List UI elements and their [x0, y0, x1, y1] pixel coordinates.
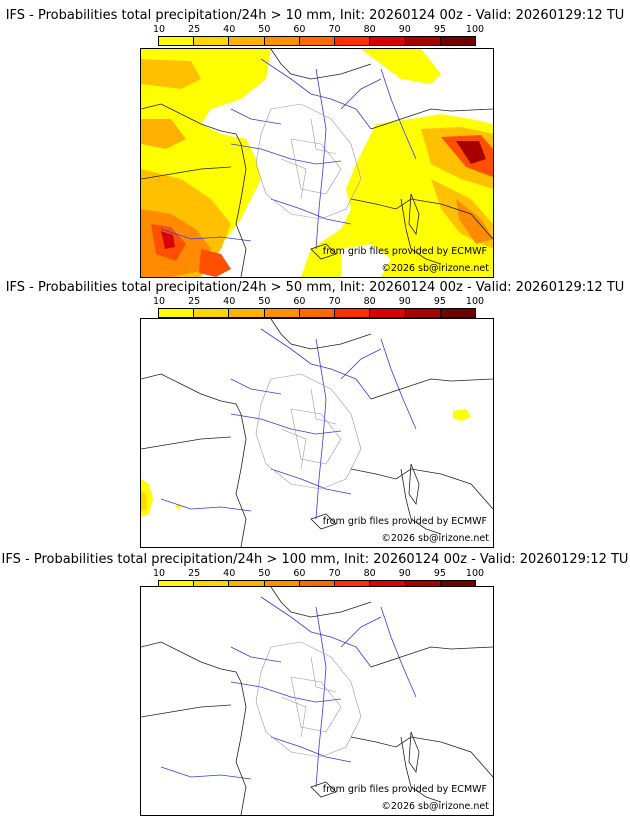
map-graphic	[141, 49, 493, 277]
admin-borders	[255, 103, 362, 220]
scale-tick-label: 10	[152, 296, 166, 307]
scale-tick-label: 25	[188, 24, 201, 35]
scale-tick-label: 70	[328, 296, 341, 307]
scale-tick-label: 100	[465, 296, 485, 307]
scale-color-segment	[405, 309, 441, 317]
scale-color-segment	[194, 37, 230, 45]
admin-borders	[255, 373, 362, 490]
scale-tick-label: 60	[293, 568, 306, 579]
scale-tick-label: 80	[363, 568, 376, 579]
panel-title: IFS - Probabilities total precipitation/…	[5, 8, 625, 23]
scale-tick-label: 90	[398, 24, 411, 35]
scale-tick-label: 80	[363, 296, 376, 307]
scale-tick-label: 50	[258, 296, 271, 307]
scale-color-segment	[299, 37, 336, 45]
scale-color-segment	[335, 309, 371, 317]
scale-color-segment	[440, 581, 475, 589]
copyright-credit: ©2026 sb@irizone.net	[381, 263, 489, 274]
copyright-credit: ©2026 sb@irizone.net	[381, 801, 489, 812]
map-panel-50mm: IFS - Probabilities total precipitation/…	[0, 272, 630, 548]
scale-tick-label: 60	[293, 296, 306, 307]
color-scale-bar	[158, 580, 476, 590]
scale-color-segment	[299, 309, 336, 317]
scale-tick-label: 40	[223, 24, 236, 35]
scale-tick-label: 50	[258, 24, 271, 35]
scale-tick-label: 80	[363, 24, 376, 35]
panel-title: IFS - Probabilities total precipitation/…	[5, 280, 625, 295]
scale-tick-label: 25	[188, 568, 201, 579]
scale-tick-label: 50	[258, 568, 271, 579]
scale-tick-label: 60	[293, 24, 306, 35]
probability-field	[141, 409, 471, 517]
scale-color-segment	[370, 309, 406, 317]
color-scale-labels: 10 25 40 50 60 70 80 90 95 100	[153, 568, 484, 579]
scale-color-segment	[335, 37, 371, 45]
scale-color-segment	[370, 37, 406, 45]
scale-tick-label: 10	[152, 568, 166, 579]
scale-color-segment	[159, 309, 195, 317]
map-panel-100mm: IFS - Probabilities total precipitation/…	[0, 544, 630, 820]
map-graphic	[141, 587, 493, 815]
scale-tick-label: 95	[433, 296, 446, 307]
scale-color-segment	[229, 581, 265, 589]
scale-color-segment	[440, 309, 475, 317]
coastlines	[141, 587, 493, 815]
map-graphic	[141, 319, 493, 547]
rivers	[160, 596, 417, 788]
data-source-credit: from grib files provided by ECMWF	[322, 516, 487, 527]
scale-tick-label: 70	[328, 24, 341, 35]
scale-color-segment	[264, 37, 300, 45]
panel-title: IFS - Probabilities total precipitation/…	[1, 552, 629, 567]
scale-color-segment	[229, 309, 265, 317]
rivers	[160, 58, 417, 250]
coastlines	[141, 49, 493, 277]
scale-color-segment	[299, 581, 336, 589]
scale-tick-label: 10	[152, 24, 166, 35]
scale-color-segment	[405, 37, 441, 45]
map-panel-10mm: IFS - Probabilities total precipitation/…	[0, 0, 630, 278]
rivers	[160, 328, 417, 520]
copyright-credit: ©2026 sb@irizone.net	[381, 533, 489, 544]
color-scale-labels: 10 25 40 50 60 70 80 90 95 100	[153, 296, 484, 307]
data-source-credit: from grib files provided by ECMWF	[322, 784, 487, 795]
color-scale-bar	[158, 308, 476, 318]
scale-color-segment	[194, 581, 230, 589]
scale-color-segment	[335, 581, 371, 589]
color-scale-labels: 10 25 40 50 60 70 80 90 95 100	[153, 24, 484, 35]
scale-color-segment	[370, 581, 406, 589]
precipitation-map[interactable]: from grib files provided by ECMWF ©2026 …	[140, 586, 494, 816]
coastlines	[141, 319, 493, 547]
precipitation-map[interactable]: from grib files provided by ECMWF ©2026 …	[140, 318, 494, 548]
scale-color-segment	[405, 581, 441, 589]
scale-color-segment	[229, 37, 265, 45]
scale-color-segment	[159, 581, 195, 589]
scale-color-segment	[159, 37, 195, 45]
scale-tick-label: 95	[433, 24, 446, 35]
probability-field	[141, 49, 493, 277]
scale-tick-label: 70	[328, 568, 341, 579]
scale-color-segment	[264, 309, 300, 317]
scale-tick-label: 90	[398, 296, 411, 307]
scale-color-segment	[194, 309, 230, 317]
scale-tick-label: 40	[223, 296, 236, 307]
color-scale-bar	[158, 36, 476, 46]
scale-tick-label: 100	[465, 568, 485, 579]
scale-tick-label: 25	[188, 296, 201, 307]
scale-tick-label: 95	[433, 568, 446, 579]
admin-borders	[255, 641, 362, 758]
scale-color-segment	[264, 581, 300, 589]
scale-tick-label: 90	[398, 568, 411, 579]
precipitation-map[interactable]: from grib files provided by ECMWF ©2026 …	[140, 48, 494, 278]
scale-color-segment	[440, 37, 475, 45]
data-source-credit: from grib files provided by ECMWF	[322, 246, 487, 257]
scale-tick-label: 40	[223, 568, 236, 579]
scale-tick-label: 100	[465, 24, 485, 35]
